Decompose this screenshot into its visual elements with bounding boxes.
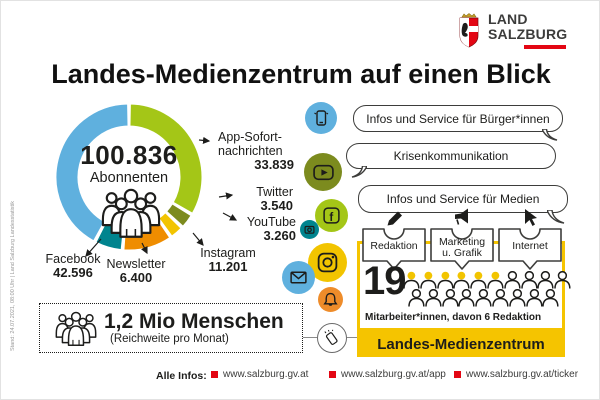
red-square-bullet [329, 371, 336, 378]
smartphone-icon [305, 102, 337, 134]
leader-arrows [85, 136, 238, 257]
staff-figure [542, 288, 559, 307]
bubble-krisenkommunikation: Krisenkommunikation [346, 143, 556, 178]
subscribers-label: Abonnenten [89, 170, 169, 186]
logo-underline [524, 45, 566, 49]
red-square-bullet [454, 371, 461, 378]
bubble-tail [547, 210, 565, 224]
staff-count: 19 [363, 259, 406, 303]
staff-figure-redaktion [453, 271, 470, 289]
staff-figure-redaktion [403, 271, 420, 289]
footer-label: Alle Infos: [156, 370, 207, 382]
logo-text-line1: LAND [488, 11, 528, 27]
staff-figure [525, 288, 543, 307]
donut-label-twitter: Twitter 3.540 [256, 185, 293, 213]
staff-figure [537, 271, 554, 289]
staff-figure [509, 288, 526, 307]
svg-text:f: f [329, 211, 333, 224]
donut-label-app: App-Sofort- nachrichten 33.839 [218, 130, 294, 172]
donut-label-youtube: YouTube 3.260 [246, 215, 296, 243]
land-salzburg-logo: LAND SALZBURG [456, 12, 567, 49]
tag-redaktion: Redaktion [359, 207, 429, 273]
video-play-icon [304, 153, 342, 191]
reach-value: 1,2 Mio Menschen [104, 310, 284, 333]
staff-figure [504, 271, 521, 289]
subscribers-total: 100.836 [80, 140, 178, 170]
staff-figure-redaktion [487, 271, 504, 289]
megaphone-icon [455, 208, 468, 225]
red-square-bullet [211, 371, 218, 378]
connector-line-left [303, 337, 317, 338]
envelope-icon [282, 261, 315, 294]
staff-figure [492, 288, 509, 307]
donut-segment-facebook [55, 103, 129, 242]
staff-figure [458, 288, 475, 307]
staff-figure [554, 271, 571, 289]
subscribers-chart-area: 100.836 Abonnenten App-Sofort- nachrich [41, 96, 303, 308]
hand-holding-phone-icon [317, 323, 347, 353]
people-group-icon-small [55, 311, 97, 347]
page-title: Landes-Medienzentrum auf einen Blick [51, 59, 551, 89]
staff-figure [425, 288, 442, 307]
bubble-tail [351, 166, 367, 178]
bubble-buergerinnen: Infos und Service für Bürger*innen [353, 105, 563, 141]
footer-link-main[interactable]: www.salzburg.gv.at [211, 369, 308, 380]
staff-note: Mitarbeiter*innen, davon 6 Redaktion [365, 312, 542, 323]
footer-link-app[interactable]: www.salzburg.gv.at/app [329, 369, 446, 380]
bell-icon [318, 287, 343, 312]
donut-label-newsletter: Newsletter 6.400 [106, 257, 166, 285]
staff-figures [403, 271, 578, 311]
facebook-icon: f [315, 199, 348, 232]
donut-label-instagram: Instagram 11.201 [200, 246, 256, 274]
reach-box: 1,2 Mio Menschen (Reichweite pro Monat) [39, 303, 303, 353]
tag-marketing-grafik: Marketing u. Grafik [427, 207, 497, 273]
footer-link-ticker[interactable]: www.salzburg.gv.at/ticker [454, 369, 578, 380]
bubble-tail [542, 129, 558, 141]
donut-segment-twitter [165, 203, 192, 227]
footnote-source: Stand: 24.07.2021, 08:00 Uhr | Land Salz… [10, 200, 16, 352]
staff-figure-redaktion [420, 271, 437, 289]
staff-figure [520, 271, 538, 289]
staff-figure [408, 288, 425, 307]
donut-center-text: 100.836 Abonnenten [65, 140, 193, 186]
salzburg-crest-icon [459, 13, 479, 48]
donut-segment-app-sofortnachrichten [129, 103, 203, 214]
pencil-icon [387, 211, 402, 226]
medienzentrum-banner: Landes-Medienzentrum [357, 331, 565, 357]
donut-label-facebook: Facebook 42.596 [45, 252, 101, 280]
connector-line-right [347, 337, 359, 338]
staff-figure [475, 288, 492, 307]
staff-figure-redaktion [470, 271, 487, 289]
cursor-icon [525, 209, 537, 226]
logo-text-line2: SALZBURG [488, 26, 568, 42]
bubble-medien: Infos und Service für Medien [358, 185, 568, 224]
camera-icon [300, 220, 319, 239]
tag-internet: Internet [495, 207, 565, 273]
staff-figure-redaktion [436, 271, 454, 289]
reach-note: (Reichweite pro Monat) [110, 333, 229, 345]
staff-figure [441, 288, 459, 307]
